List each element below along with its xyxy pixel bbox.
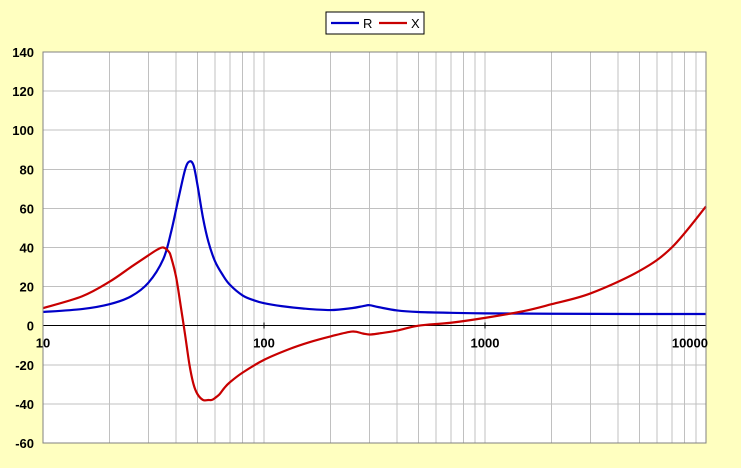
legend-label-r: R: [363, 16, 372, 31]
series-group: [42, 160, 707, 402]
legend-label-x: X: [411, 16, 420, 31]
y-tick-label: 120: [12, 84, 34, 99]
y-tick-labels: 140 120 100 80 60 40 20 0 -20 -40 -60: [12, 45, 34, 451]
y-tick-label: -40: [15, 397, 34, 412]
x-tick-label: 10: [36, 336, 50, 351]
y-tick-label: 60: [20, 201, 34, 216]
x-tick-label: 1000: [471, 336, 500, 351]
y-tick-label: 20: [20, 280, 34, 295]
x-tick-label: 100: [253, 336, 275, 351]
series-line-r: [42, 160, 707, 316]
x-tick-labels: 10 100 1000 10000: [36, 336, 708, 351]
series-line-x: [42, 205, 707, 402]
y-tick-label: 0: [27, 319, 34, 334]
legend-box: [325, 11, 425, 35]
y-tick-label: -20: [15, 358, 34, 373]
x-tick-label: 10000: [672, 336, 708, 351]
plot-border: [42, 51, 707, 444]
y-tick-label: 40: [20, 241, 34, 256]
y-tick-label: -60: [15, 436, 34, 451]
y-tick-label: 100: [12, 123, 34, 138]
y-tick-label: 80: [20, 162, 34, 177]
y-tick-label: 140: [12, 45, 34, 60]
